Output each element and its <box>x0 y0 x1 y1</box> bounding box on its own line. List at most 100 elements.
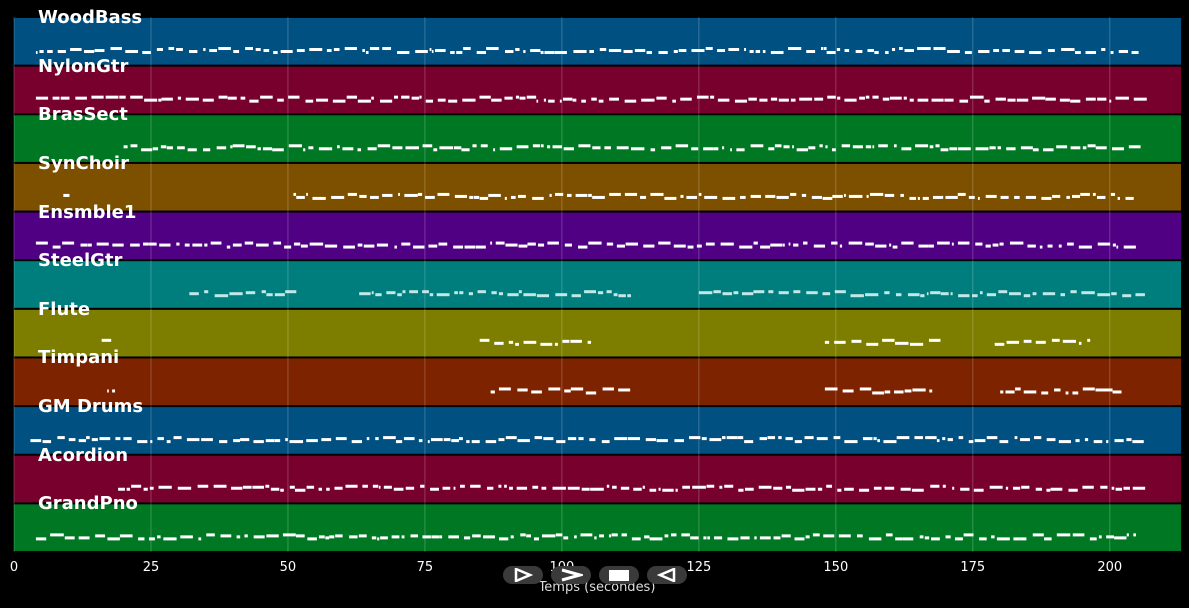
track-notes-flute <box>101 338 1091 346</box>
note <box>1109 99 1112 103</box>
note <box>778 436 782 440</box>
track-label: NylonGtr <box>38 55 129 77</box>
note <box>332 99 346 103</box>
fast-forward-button[interactable] <box>551 566 591 584</box>
note <box>1084 438 1089 442</box>
note <box>1009 241 1024 245</box>
note <box>232 144 245 148</box>
play-button[interactable] <box>503 566 543 584</box>
note <box>401 95 410 99</box>
note <box>554 51 567 55</box>
note <box>883 440 897 444</box>
x-tick-label: 175 <box>960 560 986 575</box>
note <box>498 484 502 488</box>
note <box>872 391 885 395</box>
note <box>691 49 705 53</box>
note <box>138 537 145 541</box>
note <box>640 195 647 199</box>
note <box>924 536 930 540</box>
note <box>413 245 425 249</box>
note <box>618 294 626 298</box>
note <box>1014 195 1020 199</box>
note <box>490 390 495 394</box>
note <box>995 97 1006 101</box>
note <box>658 487 661 491</box>
note <box>263 49 270 53</box>
note <box>437 192 450 196</box>
note <box>84 50 95 54</box>
note <box>536 99 539 103</box>
note <box>531 390 542 394</box>
note <box>321 438 332 442</box>
note <box>203 148 211 152</box>
note <box>989 146 996 150</box>
note <box>978 50 990 54</box>
note <box>744 440 754 444</box>
note <box>827 95 836 99</box>
rewind-button[interactable] <box>647 566 687 584</box>
note <box>776 195 789 199</box>
note <box>563 536 569 540</box>
note <box>559 99 562 103</box>
note <box>859 488 870 492</box>
note <box>1021 485 1030 489</box>
note <box>548 387 561 391</box>
note <box>126 487 131 491</box>
note <box>1101 388 1113 392</box>
note <box>836 48 841 52</box>
note <box>376 243 389 247</box>
note <box>552 145 563 149</box>
note <box>701 437 707 441</box>
note <box>687 245 694 249</box>
note <box>564 389 571 393</box>
note <box>218 47 231 51</box>
note <box>142 51 151 55</box>
note <box>143 242 149 246</box>
note <box>176 48 183 52</box>
note <box>736 148 745 152</box>
note <box>186 438 200 442</box>
note <box>335 534 343 538</box>
note <box>935 144 940 148</box>
note <box>726 436 738 440</box>
note <box>1110 51 1114 55</box>
note <box>722 292 733 296</box>
note <box>265 439 275 443</box>
note <box>957 241 970 245</box>
note <box>1126 438 1132 442</box>
note <box>758 485 772 489</box>
note <box>1025 195 1036 199</box>
note <box>839 244 843 248</box>
note <box>454 194 468 198</box>
note <box>709 438 722 442</box>
note <box>734 99 748 103</box>
note <box>931 537 940 541</box>
note <box>682 485 690 489</box>
note <box>476 51 487 55</box>
note <box>1014 50 1025 54</box>
note <box>306 485 315 489</box>
note <box>469 195 474 199</box>
stop-button[interactable] <box>599 566 639 584</box>
note <box>530 49 541 53</box>
note <box>907 293 920 297</box>
note <box>1045 97 1056 101</box>
note <box>681 533 690 537</box>
note <box>1068 488 1078 492</box>
note <box>1044 537 1052 541</box>
note <box>808 146 816 150</box>
note <box>641 98 655 102</box>
x-tick-label: 150 <box>823 560 849 575</box>
note <box>470 484 481 488</box>
note <box>1009 292 1021 296</box>
note <box>1080 192 1090 196</box>
note <box>1047 244 1053 248</box>
note <box>633 487 642 491</box>
note <box>644 535 650 539</box>
note <box>505 436 517 440</box>
note <box>1132 440 1144 444</box>
note <box>480 144 488 148</box>
note <box>371 291 374 295</box>
note <box>925 436 937 440</box>
note <box>213 484 227 488</box>
